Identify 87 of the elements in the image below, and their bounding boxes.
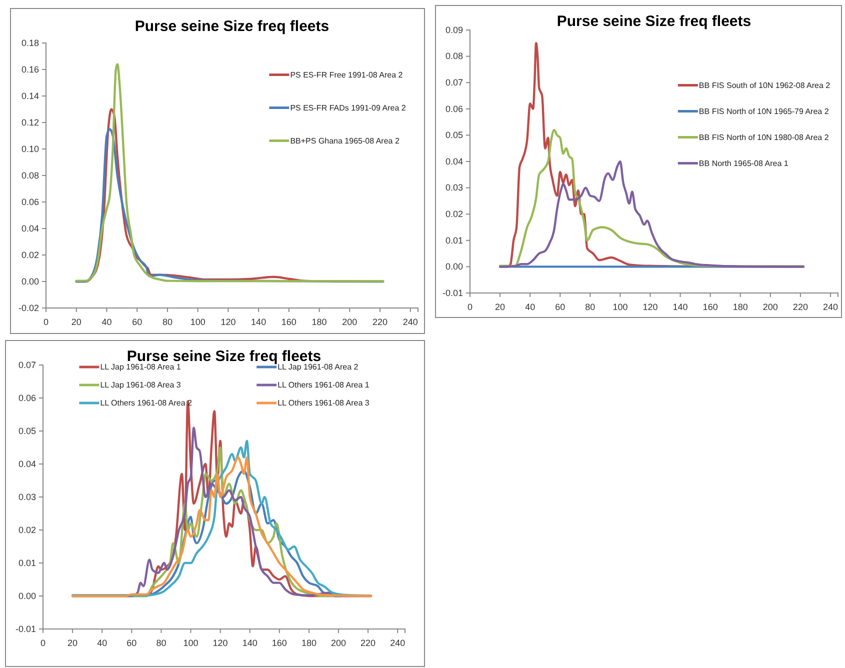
legend-label: LL Jap 1961-08 Area 1 bbox=[100, 362, 182, 372]
y-tick-label: 0.08 bbox=[445, 51, 463, 62]
y-tick-label: 0.00 bbox=[445, 262, 463, 272]
x-tick-label: 100 bbox=[183, 638, 198, 648]
x-tick-label: 140 bbox=[251, 316, 266, 327]
x-tick-label: 140 bbox=[242, 638, 258, 648]
legend-label: BB North 1965-08 Area 1 bbox=[698, 158, 789, 168]
x-tick-label: 80 bbox=[162, 316, 172, 327]
x-tick-label: 60 bbox=[126, 638, 137, 648]
chart-title: Purse seine Size freq fleets bbox=[126, 348, 322, 365]
legend-label: LL Jap 1961-08 Area 3 bbox=[100, 380, 182, 390]
legend-label: BB FIS North of 10N 1965-79 Area 2 bbox=[698, 106, 830, 116]
y-tick-label: 0.16 bbox=[21, 64, 39, 74]
y-tick-label: 0.06 bbox=[18, 392, 36, 403]
y-tick-label: 0.06 bbox=[21, 196, 39, 207]
x-tick-label: 200 bbox=[762, 302, 778, 312]
x-tick-label: 40 bbox=[97, 638, 108, 648]
line-series bbox=[498, 160, 805, 268]
x-tick-label: 220 bbox=[372, 316, 388, 327]
legend-label: BB FIS North of 10N 1980-08 Area 2 bbox=[698, 132, 830, 142]
x-tick-label: 180 bbox=[301, 638, 316, 648]
x-tick-label: 80 bbox=[585, 302, 596, 312]
x-tick-label: 40 bbox=[525, 302, 536, 312]
x-tick-label: 200 bbox=[342, 316, 358, 327]
line-series bbox=[498, 128, 805, 268]
x-tick-label: 160 bbox=[281, 316, 296, 327]
y-tick-label: -0.02 bbox=[18, 302, 39, 313]
x-tick-label: 60 bbox=[132, 316, 142, 327]
y-tick-label: -0.01 bbox=[442, 288, 463, 298]
legend-label: BB FIS South of 10N 1962-08 Area 2 bbox=[698, 80, 831, 90]
x-tick-label: 80 bbox=[156, 638, 166, 648]
chart-title: Purse seine Size freq fleets bbox=[134, 18, 330, 35]
x-tick-label: 180 bbox=[732, 302, 748, 312]
chart-title: Purse seine Size freq fleets bbox=[556, 13, 752, 30]
y-tick-label: 0.09 bbox=[445, 24, 463, 35]
x-tick-label: 20 bbox=[495, 302, 506, 312]
x-tick-label: 220 bbox=[360, 638, 376, 648]
x-tick-label: 40 bbox=[102, 316, 112, 327]
y-tick-label: -0.01 bbox=[15, 624, 36, 634]
y-tick-label: 0.01 bbox=[18, 558, 36, 568]
x-tick-label: 200 bbox=[330, 638, 346, 648]
x-tick-label: 180 bbox=[312, 316, 327, 327]
legend-label: LL Others 1961-08 Area 3 bbox=[278, 398, 370, 408]
y-tick-label: 0.14 bbox=[21, 90, 39, 101]
y-tick-label: 0.04 bbox=[21, 223, 39, 234]
y-tick-label: 0.03 bbox=[445, 182, 463, 193]
x-tick-label: 20 bbox=[68, 638, 78, 648]
y-tick-label: 0.01 bbox=[445, 235, 463, 246]
y-tick-label: 0.04 bbox=[445, 156, 463, 166]
y-tick-label: 0.06 bbox=[445, 104, 463, 114]
x-tick-label: 20 bbox=[71, 316, 82, 327]
x-tick-label: 140 bbox=[672, 302, 688, 312]
y-tick-label: 0.02 bbox=[21, 250, 39, 260]
y-tick-label: 0.18 bbox=[21, 38, 39, 48]
x-tick-label: 120 bbox=[220, 316, 236, 327]
y-tick-label: 0.12 bbox=[21, 117, 39, 128]
legend-label: BB+PS Ghana 1965-08 Area 2 bbox=[290, 136, 400, 146]
legend-label: LL Jap 1961-08 Area 2 bbox=[278, 362, 359, 372]
y-tick-label: 0.03 bbox=[18, 492, 36, 502]
y-tick-label: 0.07 bbox=[18, 360, 36, 370]
x-tick-label: 100 bbox=[190, 316, 206, 327]
x-tick-label: 0 bbox=[467, 302, 473, 312]
x-tick-label: 0 bbox=[40, 638, 46, 648]
y-tick-label: 0.00 bbox=[21, 276, 39, 286]
x-tick-label: 240 bbox=[822, 302, 838, 312]
x-tick-label: 240 bbox=[402, 316, 418, 327]
y-tick-label: 0.04 bbox=[18, 458, 36, 469]
y-tick-label: 0.07 bbox=[445, 77, 463, 88]
x-tick-label: 160 bbox=[272, 638, 287, 648]
x-tick-label: 100 bbox=[612, 302, 628, 312]
x-tick-label: 120 bbox=[642, 302, 658, 312]
x-tick-label: 240 bbox=[390, 638, 406, 648]
x-tick-label: 220 bbox=[792, 302, 808, 312]
x-tick-label: 60 bbox=[555, 302, 566, 312]
y-tick-label: 0.08 bbox=[21, 170, 39, 180]
x-tick-label: 160 bbox=[702, 302, 718, 312]
x-tick-label: 0 bbox=[43, 316, 49, 327]
legend-label: PS ES-FR FADs 1991-09 Area 2 bbox=[290, 103, 406, 112]
y-tick-label: 0.02 bbox=[445, 208, 463, 219]
y-tick-label: 0.10 bbox=[21, 144, 39, 154]
y-tick-label: 0.05 bbox=[18, 426, 36, 436]
y-tick-label: 0.02 bbox=[18, 524, 36, 535]
legend-label: LL Others 1961-08 Area 1 bbox=[278, 380, 370, 390]
y-tick-label: 0.00 bbox=[18, 590, 36, 601]
legend-label: PS ES-FR Free 1991-08 Area 2 bbox=[290, 70, 404, 80]
y-tick-label: 0.05 bbox=[445, 130, 463, 140]
x-tick-label: 120 bbox=[212, 638, 228, 648]
